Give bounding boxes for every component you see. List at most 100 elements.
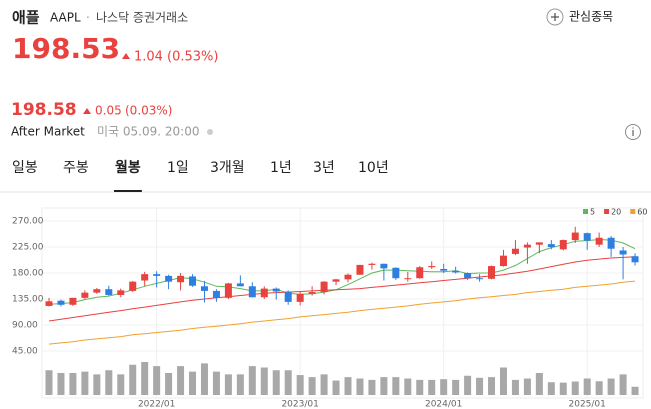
tab[interactable]: 월봉 xyxy=(115,159,141,176)
volume-bar xyxy=(428,379,436,395)
candle-body xyxy=(440,268,448,271)
volume-bar xyxy=(559,382,567,395)
candle-body xyxy=(464,273,472,279)
volume-bar xyxy=(272,370,280,395)
tab[interactable]: 10년 xyxy=(358,160,389,176)
candle-body xyxy=(117,290,125,295)
x-tick-label: 2024/01 xyxy=(425,400,462,409)
price: 198.53 xyxy=(12,32,120,65)
candle-body xyxy=(488,266,496,279)
legend-label: 5 xyxy=(590,208,595,217)
volume-bar xyxy=(607,378,615,395)
candle-body xyxy=(272,288,280,292)
ma-line xyxy=(48,238,636,305)
volume-bar xyxy=(476,377,484,395)
after-change-pct: (0.03%) xyxy=(125,104,172,118)
volume-bar xyxy=(332,380,340,395)
volume-bar xyxy=(344,377,352,395)
candle-body xyxy=(452,270,460,273)
tab[interactable]: 주봉 xyxy=(63,160,89,176)
volume-bar xyxy=(200,363,208,395)
info-button[interactable] xyxy=(625,124,641,140)
tab[interactable]: 1년 xyxy=(270,160,292,176)
volume-bar xyxy=(296,375,304,395)
ma-line xyxy=(48,256,636,322)
candle-body xyxy=(607,237,615,249)
volume-bar xyxy=(392,377,400,395)
volume-bar xyxy=(117,374,125,395)
y-tick-label: 225.00 xyxy=(12,243,44,253)
candle-body xyxy=(559,240,567,250)
legend-swatch xyxy=(583,209,588,214)
ma-line xyxy=(48,280,636,345)
candle-body xyxy=(69,297,77,305)
y-tick-label: 45.00 xyxy=(12,347,38,357)
candle-body xyxy=(511,248,519,254)
candle-body xyxy=(141,274,149,281)
x-tick-label: 2025/01 xyxy=(569,400,606,409)
candle-body xyxy=(320,281,328,293)
candle-body xyxy=(332,279,340,282)
y-tick-label: 180.00 xyxy=(12,269,44,279)
plus-icon xyxy=(546,8,564,26)
volume-bar xyxy=(141,362,149,395)
legend-swatch xyxy=(604,209,610,214)
volume-bar xyxy=(189,371,197,395)
exchange: 나스닥 증권거래소 xyxy=(96,11,188,25)
volume-bar xyxy=(129,364,137,395)
after-price: 198.58 xyxy=(11,100,77,120)
volume-bar xyxy=(212,371,220,395)
watch-button[interactable]: 관심종목 xyxy=(546,8,613,26)
tab[interactable]: 일봉 xyxy=(12,160,38,176)
volume-bar xyxy=(595,381,603,395)
volume-bar xyxy=(511,379,519,395)
volume-bar xyxy=(236,374,244,395)
change: 1.04 xyxy=(134,50,163,65)
volume-bar xyxy=(308,377,316,395)
volume-bar xyxy=(631,386,639,395)
tab[interactable]: 1일 xyxy=(167,160,189,176)
candle-body xyxy=(177,275,185,283)
plus xyxy=(551,13,559,21)
volume-bar xyxy=(547,382,555,395)
up-arrow xyxy=(122,53,130,59)
volume-bar xyxy=(404,378,412,395)
volume-bar xyxy=(464,375,472,395)
candle-body xyxy=(631,256,639,263)
volume-bar xyxy=(248,366,256,395)
ticker: AAPL xyxy=(50,11,81,25)
candle-body xyxy=(344,274,352,280)
candle-body xyxy=(153,274,161,276)
candle-body xyxy=(619,250,627,255)
legend-label: 60 xyxy=(637,208,647,217)
candle-body xyxy=(535,242,543,245)
volume-bar xyxy=(535,373,543,395)
change-pct: (0.53%) xyxy=(167,50,218,65)
tab[interactable]: 3개월 xyxy=(210,160,245,176)
candle-body xyxy=(200,286,208,291)
candle-body xyxy=(595,237,603,245)
candle-body xyxy=(248,286,256,298)
tab[interactable]: 3년 xyxy=(313,160,335,176)
chart: 270.00 225.00 180.00 135.00 90.00 45.00 2022/0… xyxy=(12,207,647,409)
watch-label[interactable]: 관심종목 xyxy=(569,10,613,24)
volume-bar xyxy=(619,374,627,395)
stock-name: 애플 xyxy=(12,9,40,27)
volume-bar xyxy=(260,367,268,395)
volume-bar xyxy=(105,370,113,395)
volume-bar xyxy=(177,366,185,395)
candle-body xyxy=(284,291,292,302)
separator: · xyxy=(86,11,90,25)
volume-bar xyxy=(368,379,376,395)
candle-body xyxy=(93,289,101,293)
candle-body xyxy=(57,300,65,305)
candle-body xyxy=(81,292,89,298)
volume-bar xyxy=(416,379,424,395)
volume-bar xyxy=(571,381,579,395)
volume-bar xyxy=(440,379,448,395)
volume-bar xyxy=(284,370,292,395)
candle-body xyxy=(260,288,268,298)
candle-body xyxy=(296,293,304,302)
candle-body xyxy=(380,263,388,269)
volume-bar xyxy=(69,373,77,395)
